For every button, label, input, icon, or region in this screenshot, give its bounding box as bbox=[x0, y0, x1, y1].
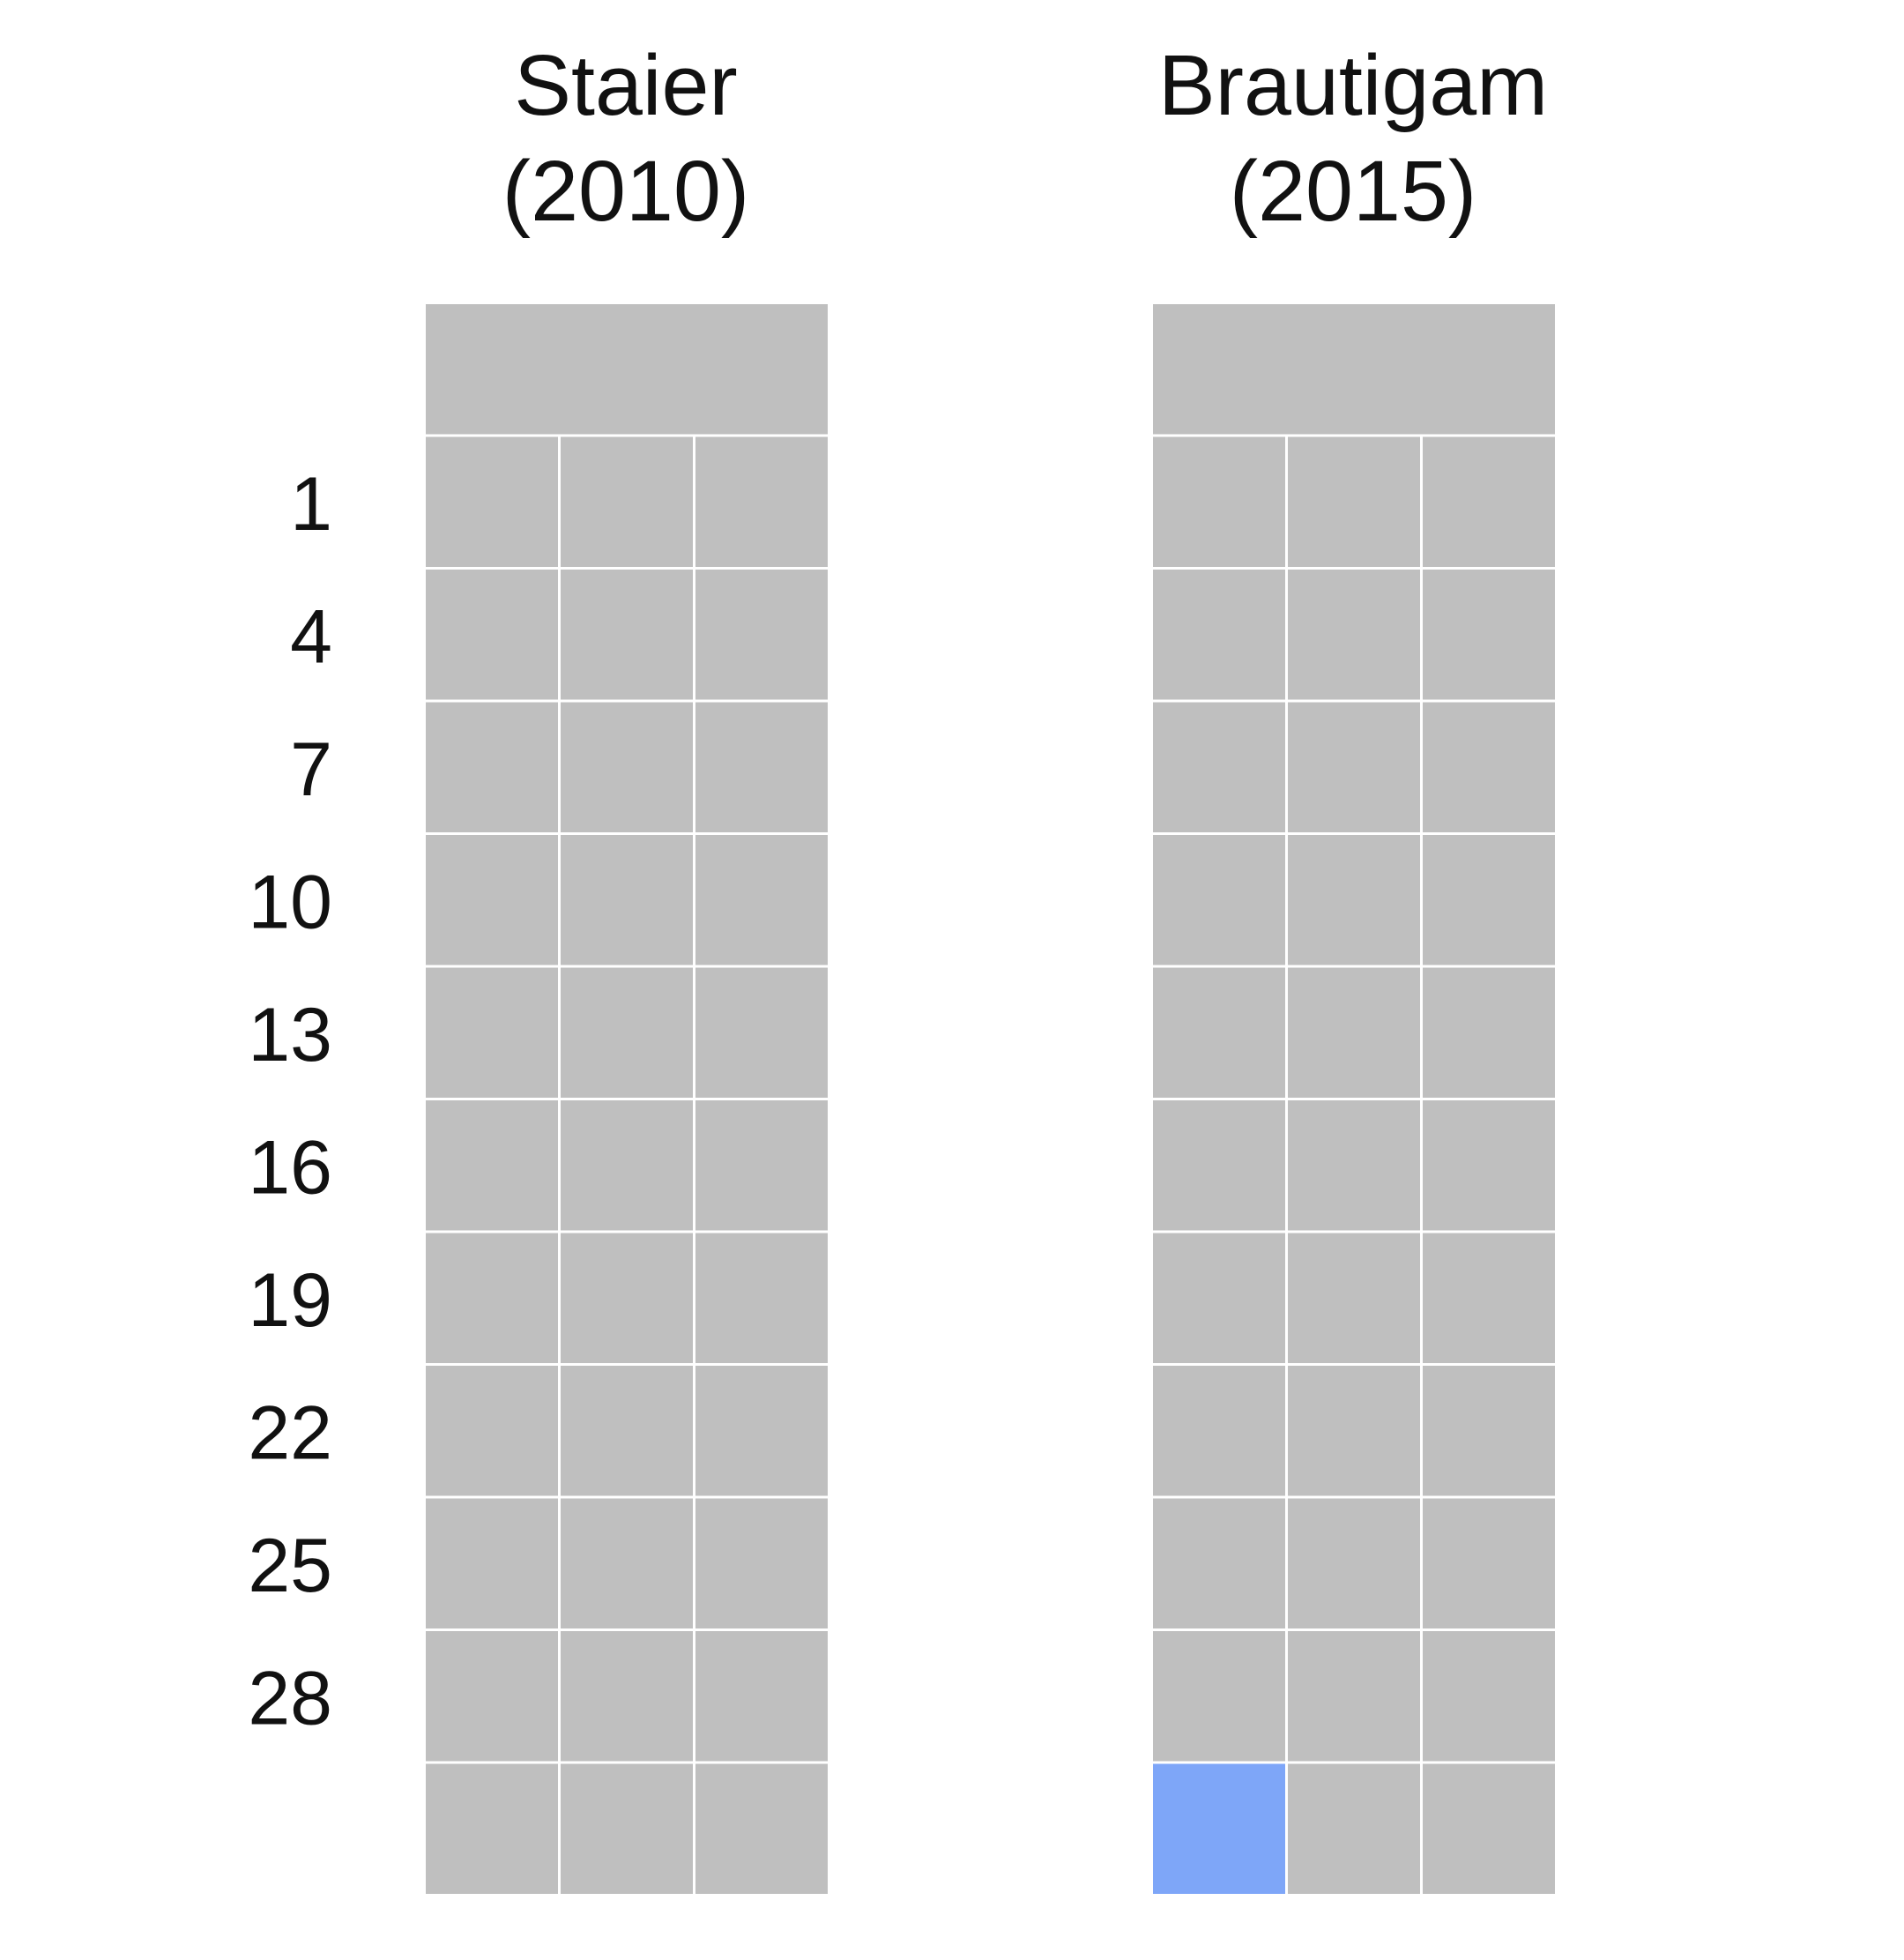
row-label: 22 bbox=[248, 1390, 332, 1475]
grid-cell bbox=[1423, 835, 1555, 965]
grid-cell bbox=[1288, 1763, 1420, 1894]
grid-cell bbox=[426, 1498, 558, 1628]
grid-cell bbox=[1423, 1763, 1555, 1894]
grid-cell bbox=[1423, 1100, 1555, 1231]
grid-cell bbox=[695, 1233, 828, 1363]
grid-cell bbox=[1423, 570, 1555, 700]
row-label: 16 bbox=[248, 1125, 332, 1210]
grid-cell bbox=[426, 570, 558, 700]
column-title-year: (2010) bbox=[502, 143, 749, 239]
grid-cell bbox=[1288, 1100, 1420, 1231]
grid-cell bbox=[561, 1366, 693, 1496]
grid-cell bbox=[561, 1233, 693, 1363]
grid-cell bbox=[1288, 835, 1420, 965]
grid-cell bbox=[1153, 570, 1285, 700]
grid-cell bbox=[426, 304, 828, 435]
row-label: 28 bbox=[248, 1656, 332, 1740]
grid-cell bbox=[695, 436, 828, 567]
grid-staier bbox=[426, 304, 828, 1894]
grid-cell bbox=[1423, 967, 1555, 1098]
grid-brautigam bbox=[1153, 304, 1555, 1894]
grid-cell bbox=[1423, 1498, 1555, 1628]
grid-cell bbox=[1423, 702, 1555, 832]
row-label: 13 bbox=[248, 993, 332, 1077]
grid-cell bbox=[1423, 436, 1555, 567]
grid-cell bbox=[695, 702, 828, 832]
grid-cell bbox=[561, 835, 693, 965]
row-labels: 1 4 7 10 13 16 19 22 25 28 bbox=[248, 462, 332, 1741]
grid-cell bbox=[695, 1498, 828, 1628]
grid-cell bbox=[1153, 1100, 1285, 1231]
grid-cell bbox=[426, 1366, 558, 1496]
row-label: 10 bbox=[248, 860, 332, 944]
row-label: 4 bbox=[290, 594, 332, 679]
column-title-name: Staier bbox=[514, 37, 737, 133]
grid-cell bbox=[561, 967, 693, 1098]
grid-cell bbox=[426, 702, 558, 832]
grid-cell bbox=[426, 835, 558, 965]
column-title-name: Brautigam bbox=[1158, 37, 1548, 133]
grid-cell bbox=[1153, 702, 1285, 832]
grid-cell bbox=[1153, 304, 1555, 435]
grid-cell bbox=[426, 1631, 558, 1762]
grid-cell bbox=[1288, 1631, 1420, 1762]
grid-cell bbox=[1153, 436, 1285, 567]
column-title-year: (2015) bbox=[1230, 143, 1476, 239]
grid-cell bbox=[1153, 835, 1285, 965]
grid-cell bbox=[695, 1366, 828, 1496]
grid-cell bbox=[1288, 1498, 1420, 1628]
grid-cell bbox=[1288, 1233, 1420, 1363]
row-label: 25 bbox=[248, 1524, 332, 1608]
grid-cell bbox=[1288, 1366, 1420, 1496]
grid-cell bbox=[1288, 967, 1420, 1098]
grid-cell bbox=[1153, 1498, 1285, 1628]
grid-cell bbox=[561, 1631, 693, 1762]
grid-cell bbox=[426, 436, 558, 567]
row-label: 1 bbox=[290, 462, 332, 547]
column-title-staier: Staier (2010) bbox=[502, 37, 749, 239]
grid-cell bbox=[695, 1631, 828, 1762]
grid-cell bbox=[426, 1233, 558, 1363]
grid-cell bbox=[1423, 1233, 1555, 1363]
grid-cell bbox=[1153, 1631, 1285, 1762]
grid-cell bbox=[561, 1763, 693, 1894]
grid-cell-highlighted bbox=[1153, 1763, 1285, 1894]
grid-cell bbox=[561, 570, 693, 700]
grid-cell bbox=[695, 570, 828, 700]
grid-cell bbox=[695, 835, 828, 965]
grid-cell bbox=[695, 1100, 828, 1231]
grid-cell bbox=[1423, 1631, 1555, 1762]
grid-cell bbox=[1153, 967, 1285, 1098]
grid-cell bbox=[561, 436, 693, 567]
grid-cell bbox=[695, 1763, 828, 1894]
grids bbox=[426, 304, 1555, 1894]
grid-cell bbox=[426, 967, 558, 1098]
row-label: 19 bbox=[248, 1258, 332, 1343]
grid-cell bbox=[426, 1763, 558, 1894]
grid-cell bbox=[1288, 436, 1420, 567]
grid-cell bbox=[426, 1100, 558, 1231]
grid-cell bbox=[561, 1100, 693, 1231]
grid-cell bbox=[1153, 1366, 1285, 1496]
row-label: 7 bbox=[290, 727, 332, 812]
column-title-brautigam: Brautigam (2015) bbox=[1158, 37, 1548, 239]
grid-cell bbox=[1288, 570, 1420, 700]
grid-cell bbox=[1288, 702, 1420, 832]
grid-cell bbox=[561, 702, 693, 832]
grid-cell bbox=[561, 1498, 693, 1628]
grid-cell bbox=[1423, 1366, 1555, 1496]
grid-cell bbox=[1153, 1233, 1285, 1363]
grid-cell bbox=[695, 967, 828, 1098]
